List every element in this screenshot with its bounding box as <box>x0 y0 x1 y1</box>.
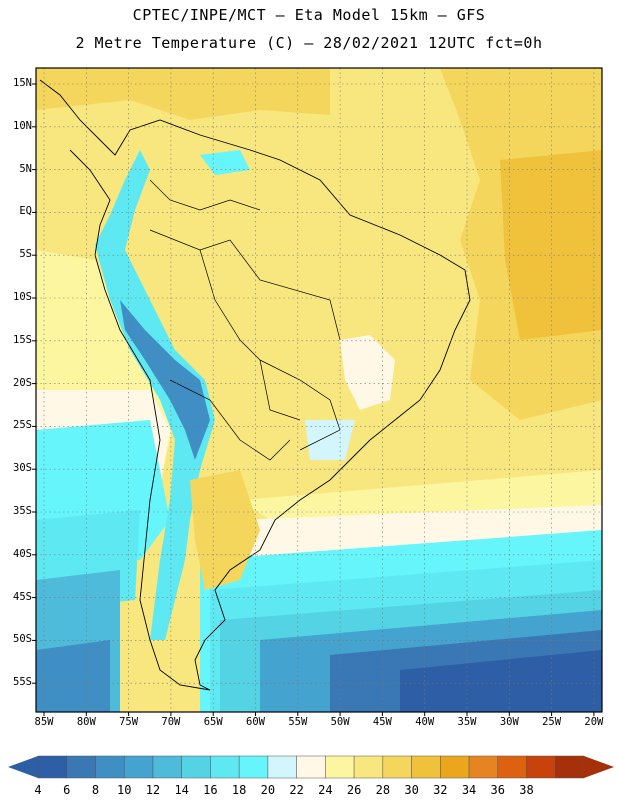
colorbar-cell <box>440 755 470 779</box>
colorbar-cell <box>152 755 182 779</box>
colorbar-cell <box>555 755 585 779</box>
lon-label: 60W <box>246 716 265 728</box>
colorbar-label: 14 <box>174 783 189 797</box>
lat-label: 5N <box>19 162 32 175</box>
colorbar-cell <box>238 755 269 779</box>
colorbar-label: 4 <box>34 783 42 797</box>
colorbar-high-arrow <box>584 756 614 778</box>
colorbar-label: 30 <box>404 783 419 797</box>
field-patagonia-warm <box>190 470 260 590</box>
axis-ticks <box>32 83 595 716</box>
colorbar-label: 32 <box>433 783 448 797</box>
lon-label: 25W <box>542 716 562 728</box>
lon-label: 40W <box>415 716 435 728</box>
field-andes-colder <box>120 300 210 460</box>
colorbar-label: 24 <box>318 783 333 797</box>
colorbar-cell <box>526 755 556 779</box>
lat-label: 35S <box>13 505 32 517</box>
lon-label: 50W <box>330 716 350 728</box>
colorbar-label: 34 <box>461 783 477 797</box>
colorbar-label: 26 <box>346 783 362 797</box>
colorbar-low-arrow <box>8 756 38 778</box>
lat-label: 10N <box>13 119 32 132</box>
lat-label: 30S <box>13 462 32 475</box>
border-4 <box>169 379 291 461</box>
lat-label: 40S <box>13 547 32 560</box>
colorbar-label: 8 <box>91 783 100 797</box>
map-title-line-1: CPTEC/INPE/MCT – Eta Model 15km – GFS <box>132 6 486 24</box>
colorbar-label: 18 <box>231 783 247 797</box>
lon-label: 70W <box>161 716 181 728</box>
country-borders <box>149 179 341 461</box>
border-3 <box>259 359 341 451</box>
lon-label: 20W <box>584 716 604 728</box>
colorbar-cell <box>210 755 240 779</box>
colorbar-cell <box>353 755 384 779</box>
colorbar-label: 36 <box>490 783 505 797</box>
border-1 <box>149 229 341 341</box>
field-brazil-highland <box>340 335 395 410</box>
map-frame <box>35 67 603 713</box>
colorbar-cell <box>296 755 326 779</box>
map-title-line-2: 2 Metre Temperature (C) – 28/02/2021 12U… <box>75 34 543 52</box>
lat-label: 5S <box>19 248 32 261</box>
field-south-brazil-cool <box>305 420 355 460</box>
colorbar-label: 12 <box>145 783 161 797</box>
lon-label: 75W <box>119 716 139 728</box>
lat-label: 50S <box>13 633 32 646</box>
lat-label: 10S <box>13 291 32 303</box>
lon-label: 80W <box>76 716 96 728</box>
continent-outline <box>39 79 471 691</box>
lon-label: 55W <box>288 716 308 728</box>
lon-label: 65W <box>203 716 223 728</box>
colorbar-cell <box>382 755 412 779</box>
colorbar-label: 28 <box>375 783 391 797</box>
colorbar-cell <box>468 755 499 779</box>
colorbar-cell <box>497 755 527 779</box>
border-5 <box>149 179 261 211</box>
temperature-field <box>36 68 602 712</box>
colorbar-label: 10 <box>116 783 132 797</box>
colorbar-label: 20 <box>260 783 276 797</box>
lon-label: 35W <box>457 716 477 728</box>
lat-label: 20S <box>13 376 32 389</box>
lat-label: 25S <box>13 419 32 432</box>
lat-label: 15S <box>13 333 32 346</box>
colorbar-label: 6 <box>63 783 71 797</box>
lon-label: 45W <box>372 716 392 728</box>
colorbar-label: 16 <box>203 783 218 797</box>
colorbar-cell <box>95 755 125 779</box>
lat-label: 55S <box>13 676 32 689</box>
field-andes-cold <box>95 150 215 640</box>
colorbar-cell <box>267 755 297 779</box>
colorbar-label: 38 <box>519 783 534 797</box>
colorbar-cell <box>325 755 355 779</box>
field-4-atlantic <box>400 650 602 712</box>
lat-label: 15N <box>13 77 32 89</box>
field-8-pacific <box>36 640 110 712</box>
colorbar-label: 22 <box>289 783 304 797</box>
coastline <box>39 79 471 691</box>
gridlines <box>36 68 602 712</box>
colorbar <box>8 755 614 779</box>
colorbar-cell <box>66 755 96 779</box>
colorbar-cell <box>37 755 67 779</box>
colorbar-cell <box>123 755 154 779</box>
field-guiana-cool <box>200 150 250 175</box>
border-2 <box>199 249 301 421</box>
colorbar-cell <box>411 755 441 779</box>
lon-label: 30W <box>499 716 519 728</box>
field-hot-atlantic <box>500 150 602 340</box>
lon-label: 85W <box>34 716 54 728</box>
lat-label: 45S <box>13 590 32 603</box>
lat-label: EQ <box>19 205 32 218</box>
colorbar-cell <box>181 755 211 779</box>
field-warm-caribbean <box>36 68 330 120</box>
